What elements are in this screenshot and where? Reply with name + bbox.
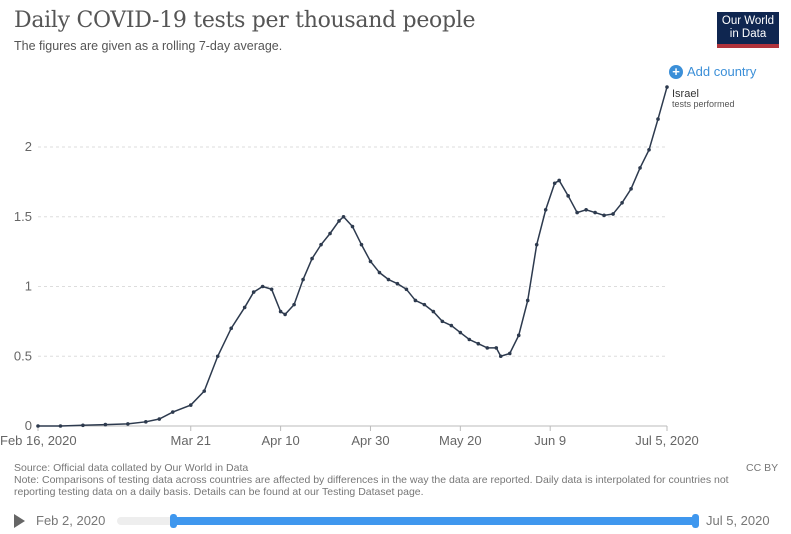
data-point	[144, 420, 148, 424]
timeline-track[interactable]	[117, 514, 699, 528]
data-point	[188, 403, 193, 407]
data-point	[36, 424, 40, 428]
timeline-end-label: Jul 5, 2020	[706, 513, 770, 528]
owid-logo[interactable]: Our World in Data	[717, 12, 779, 48]
play-icon[interactable]	[14, 514, 25, 528]
data-point	[656, 117, 660, 121]
data-point	[283, 312, 287, 317]
add-country-label: Add country	[687, 64, 757, 79]
data-point	[278, 309, 283, 314]
data-point	[485, 346, 490, 350]
data-point	[170, 410, 175, 414]
data-point	[359, 242, 364, 247]
data-point	[251, 290, 256, 294]
x-tick-label: Mar 21	[171, 433, 211, 448]
data-point	[413, 298, 418, 303]
data-point	[81, 423, 85, 428]
timeline-start-label: Feb 2, 2020	[36, 513, 106, 528]
data-point	[629, 187, 633, 191]
line-chart: 0 0.5 1 1.5 2 Feb 16, 2020 Mar 21 Apr 10 Apr 30 M…	[0, 85, 735, 448]
data-point	[638, 166, 642, 170]
y-tick-label: 1	[25, 279, 32, 294]
data-point	[449, 323, 454, 328]
series-sublabel: tests performed	[672, 99, 735, 109]
data-point	[611, 212, 615, 216]
data-point	[665, 85, 669, 89]
data-point	[229, 326, 233, 331]
data-point	[350, 224, 355, 229]
license-link[interactable]: CC BY	[746, 462, 779, 474]
data-point	[202, 389, 207, 393]
data-point	[386, 277, 391, 282]
data-point	[516, 333, 521, 338]
timeline: Feb 2, 2020 Jul 5, 2020	[0, 508, 791, 534]
data-point	[341, 214, 346, 219]
data-point	[557, 178, 561, 183]
chart-title: Daily COVID-19 tests per thousand people	[14, 8, 476, 33]
data-point	[566, 194, 570, 198]
data-point	[525, 298, 530, 303]
data-point	[593, 210, 597, 215]
timeline-end-handle[interactable]	[692, 514, 699, 528]
timeline-range[interactable]	[173, 517, 694, 525]
data-point	[440, 319, 445, 324]
x-tick-label: Apr 10	[261, 433, 299, 448]
data-point	[328, 231, 332, 236]
data-point	[476, 341, 481, 346]
data-point	[584, 207, 588, 212]
y-tick-label: 0.5	[14, 348, 32, 363]
data-point	[319, 242, 323, 247]
data-point	[395, 281, 400, 286]
series-label: Israel	[672, 88, 699, 100]
data-point	[310, 256, 314, 261]
note-text: Note: Comparisons of testing data across…	[14, 474, 729, 498]
x-tick-label: Jul 5, 2020	[635, 433, 699, 448]
data-point	[215, 354, 220, 359]
footer-notes: Source: Official data collated by Our Wo…	[14, 462, 744, 498]
y-tick-label: 0	[25, 418, 32, 433]
data-point	[126, 422, 130, 426]
series-line-israel	[38, 86, 668, 427]
data-point	[467, 337, 472, 342]
x-tick-label: Feb 16, 2020	[0, 433, 77, 448]
x-tick-label: Jun 9	[534, 433, 566, 448]
x-tick-label: Apr 30	[351, 433, 389, 448]
data-point	[301, 277, 305, 282]
data-point	[422, 302, 427, 307]
data-point	[647, 147, 651, 152]
data-point	[368, 259, 373, 264]
chart-subtitle: The figures are given as a rolling 7-day…	[14, 39, 283, 53]
data-point	[431, 309, 436, 314]
data-point	[269, 287, 274, 292]
y-tick-label: 1.5	[14, 209, 32, 224]
data-point	[242, 305, 247, 310]
data-point	[337, 219, 341, 223]
data-point	[498, 354, 503, 359]
data-point	[507, 351, 512, 356]
data-point	[458, 330, 463, 335]
y-tick-label: 2	[25, 139, 32, 154]
data-point	[292, 302, 296, 307]
data-point	[157, 417, 162, 421]
data-point	[620, 201, 624, 205]
data-point	[260, 284, 265, 289]
data-point	[377, 270, 382, 275]
data-point	[575, 210, 579, 215]
data-point	[103, 422, 108, 427]
data-point	[534, 242, 539, 247]
source-text: Source: Official data collated by Our Wo…	[14, 462, 249, 474]
data-point	[404, 287, 409, 292]
add-country-button[interactable]: + Add country	[669, 64, 756, 79]
data-point	[602, 213, 606, 218]
timeline-start-handle[interactable]	[170, 514, 177, 528]
data-point	[552, 181, 557, 186]
data-point	[543, 207, 548, 212]
data-point	[58, 424, 63, 428]
x-tick-label: May 20	[439, 433, 482, 448]
plus-icon: +	[669, 64, 683, 79]
data-point	[494, 346, 499, 350]
